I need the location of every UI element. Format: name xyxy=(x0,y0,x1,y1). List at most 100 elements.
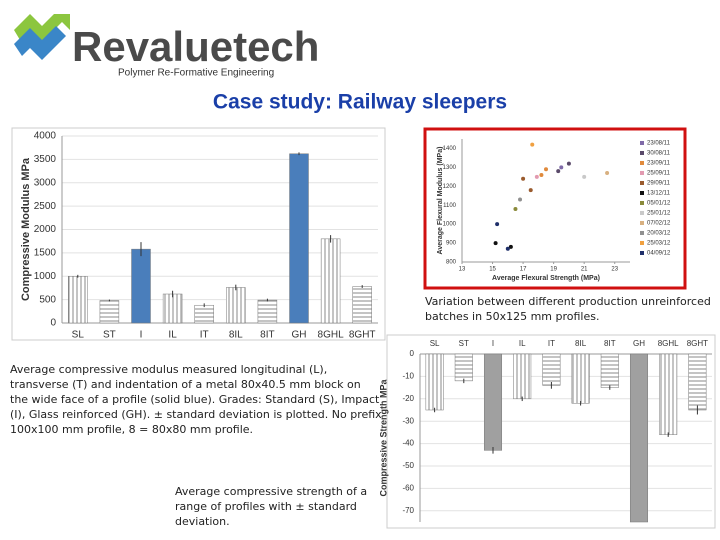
point xyxy=(534,174,539,179)
point xyxy=(605,171,610,176)
y-tick-label: 4000 xyxy=(34,131,57,142)
x-tick-label: ST xyxy=(459,339,469,348)
x-tick-label: 15 xyxy=(489,267,496,273)
x-tick-label: IT xyxy=(200,330,209,341)
x-tick-label: 8GHL xyxy=(658,339,679,348)
y-tick-label: 900 xyxy=(446,241,457,247)
legend-swatch xyxy=(640,211,644,215)
legend-label: 25/01/12 xyxy=(647,211,671,217)
bar xyxy=(483,353,503,451)
bar xyxy=(194,304,214,324)
point xyxy=(513,207,518,212)
y-tick-label: 1100 xyxy=(443,203,457,209)
legend-label: 25/09/11 xyxy=(647,171,671,177)
y-tick-label: -50 xyxy=(402,461,414,470)
legend-label: 05/01/12 xyxy=(647,201,671,207)
x-tick-label: 23 xyxy=(611,267,618,273)
slide-title: Case study: Railway sleepers xyxy=(213,91,507,114)
y-tick-label: 3000 xyxy=(34,177,57,188)
point xyxy=(544,167,548,172)
y-tick-label: 1000 xyxy=(34,271,57,282)
highlight-box xyxy=(423,127,687,290)
bar xyxy=(289,153,309,324)
x-tick-label: ST xyxy=(103,330,116,341)
legend-label: 30/08/11 xyxy=(647,151,671,157)
y-tick-label: 1400 xyxy=(443,146,457,152)
bar xyxy=(542,353,561,386)
legend-swatch xyxy=(640,141,644,145)
point xyxy=(493,241,498,246)
bar xyxy=(257,299,278,324)
point xyxy=(566,161,571,166)
legend-label: 25/03/12 xyxy=(647,241,671,247)
y-tick-label: -70 xyxy=(402,506,414,515)
bar xyxy=(688,353,707,411)
point xyxy=(530,142,535,147)
x-tick-label: 8GHT xyxy=(349,330,376,341)
x-tick-label: GH xyxy=(633,339,645,348)
bar xyxy=(571,353,590,404)
legend-swatch xyxy=(640,181,644,185)
legend-swatch xyxy=(640,191,644,195)
logo-text: Revaluetech xyxy=(72,23,319,70)
x-tick-label: I xyxy=(492,339,494,348)
legend-label: 04/09/12 xyxy=(647,251,671,257)
x-tick-label: 8IT xyxy=(604,339,616,348)
y-tick-label: 3500 xyxy=(34,154,57,165)
point xyxy=(495,222,500,227)
legend-swatch xyxy=(640,151,644,155)
x-tick-label: 8GHT xyxy=(687,339,708,348)
x-tick-label: 8IL xyxy=(575,339,587,348)
legend-label: 20/03/12 xyxy=(647,231,671,237)
bar xyxy=(425,353,444,411)
y-tick-label: -40 xyxy=(402,439,414,448)
legend-label: 23/09/11 xyxy=(647,161,671,167)
legend-label: 23/08/11 xyxy=(647,141,671,147)
y-tick-label: 0 xyxy=(410,349,415,358)
legend-swatch xyxy=(640,251,644,255)
x-tick-label: 13 xyxy=(459,267,466,273)
y-tick-label: 0 xyxy=(50,318,56,329)
bar xyxy=(162,293,183,324)
y-tick-label: -10 xyxy=(402,372,414,381)
x-tick-label: 17 xyxy=(520,267,527,273)
logo-icon xyxy=(14,14,70,60)
y-tick-label: 1500 xyxy=(34,248,57,259)
x-tick-label: SL xyxy=(430,339,440,348)
y-tick-label: 800 xyxy=(446,260,457,266)
point xyxy=(539,172,544,177)
bar xyxy=(352,286,372,324)
y-tick-label: 2500 xyxy=(34,201,57,212)
point xyxy=(508,244,513,249)
x-tick-label: GH xyxy=(292,330,307,341)
y-axis-label: Compressive Modulus MPa xyxy=(20,157,32,301)
point xyxy=(559,165,564,170)
point xyxy=(521,176,526,181)
bar xyxy=(513,353,532,400)
x-tick-label: I xyxy=(140,330,143,341)
chart-frame xyxy=(11,127,386,341)
legend-swatch xyxy=(640,171,644,175)
bar xyxy=(454,353,473,382)
y-axis-label: Compressive Strength MPa xyxy=(378,378,388,496)
legend-swatch xyxy=(640,231,644,235)
y-tick-label: 1000 xyxy=(443,222,457,228)
x-tick-label: IL xyxy=(519,339,526,348)
y-tick-label: -60 xyxy=(402,484,414,493)
legend-swatch xyxy=(640,241,644,245)
caption: Variation between different production u… xyxy=(425,295,711,323)
x-tick-label: IT xyxy=(548,339,555,348)
legend-label: 07/02/12 xyxy=(647,221,671,227)
bar xyxy=(600,353,619,388)
y-tick-label: 2000 xyxy=(34,224,57,235)
point xyxy=(582,174,587,179)
y-tick-label: 1300 xyxy=(443,165,457,171)
tagline: Polymer Re-Formative Engineering xyxy=(118,68,274,79)
legend-swatch xyxy=(640,201,644,205)
bar xyxy=(99,300,120,324)
point xyxy=(528,188,533,193)
bar xyxy=(629,353,649,523)
point xyxy=(518,197,523,202)
legend-label: 13/12/11 xyxy=(647,191,671,197)
